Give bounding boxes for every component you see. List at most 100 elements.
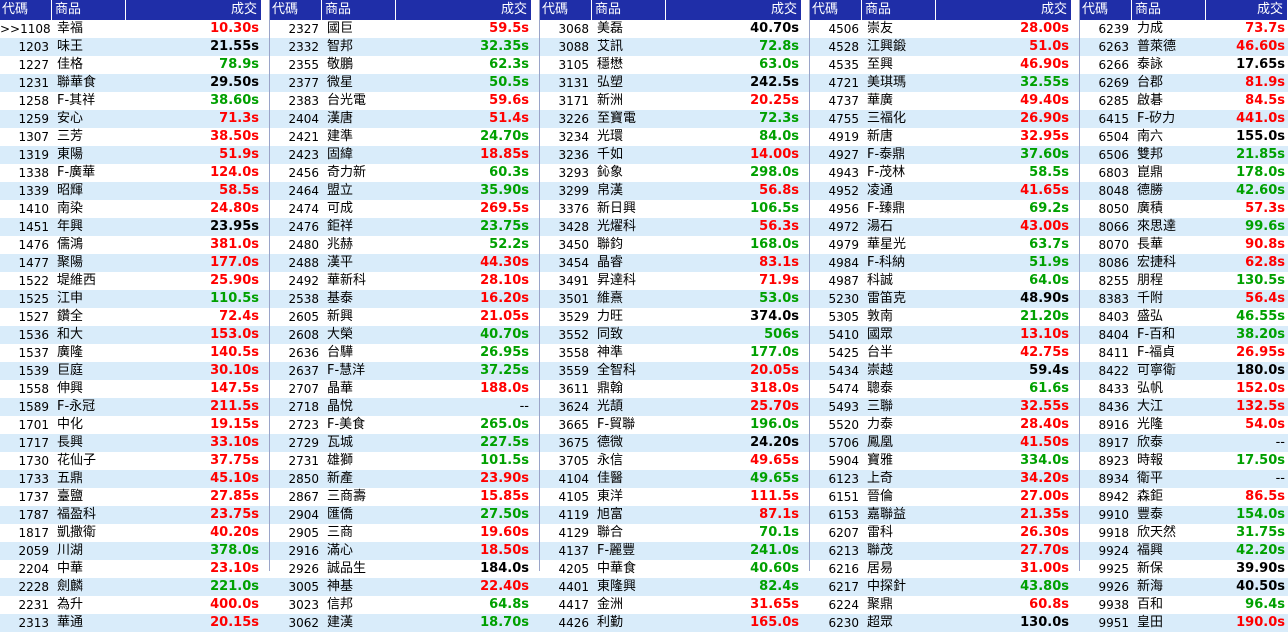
table-row[interactable]: 4119 旭富 87.1s (540, 506, 810, 524)
table-row[interactable]: 2421 建準 24.70s (270, 128, 540, 146)
table-row[interactable]: 2327 國巨 59.5s (270, 20, 540, 38)
table-row[interactable]: 2355 敬鵬 62.3s (270, 56, 540, 74)
table-row[interactable]: 8433 弘帆 152.0s (1080, 380, 1288, 398)
table-row[interactable]: 1817 凱撒衛 40.20s (0, 524, 270, 542)
table-row[interactable]: 3005 神基 22.40s (270, 578, 540, 596)
table-row[interactable]: 1701 中化 19.15s (0, 416, 270, 434)
table-row[interactable]: 2480 兆赫 52.2s (270, 236, 540, 254)
table-row[interactable]: 2926 誠品生 184.0s (270, 560, 540, 578)
table-row[interactable]: >>1108 幸福 10.30s (0, 20, 270, 38)
table-row[interactable]: 4401 東隆興 82.4s (540, 578, 810, 596)
table-row[interactable]: 3450 聯鈞 168.0s (540, 236, 810, 254)
table-row[interactable]: 3299 帛漢 56.8s (540, 182, 810, 200)
table-row[interactable]: 1717 長興 33.10s (0, 434, 270, 452)
table-row[interactable]: 2605 新興 21.05s (270, 308, 540, 326)
table-row[interactable]: 6239 力成 73.7s (1080, 20, 1288, 38)
table-row[interactable]: 4417 金洲 31.65s (540, 596, 810, 614)
table-row[interactable]: 8066 來思達 99.6s (1080, 218, 1288, 236)
table-row[interactable]: 4919 新唐 32.95s (810, 128, 1080, 146)
table-row[interactable]: 1525 江申 110.5s (0, 290, 270, 308)
table-row[interactable]: 5410 國眾 13.10s (810, 326, 1080, 344)
table-row[interactable]: 4987 科誠 64.0s (810, 272, 1080, 290)
table-row[interactable]: 6216 居易 31.00s (810, 560, 1080, 578)
table-row[interactable]: 1258 F-其祥 38.60s (0, 92, 270, 110)
table-row[interactable]: 2423 固緯 18.85s (270, 146, 540, 164)
table-row[interactable]: 4972 湯石 43.00s (810, 218, 1080, 236)
table-row[interactable]: 4506 崇友 28.00s (810, 20, 1080, 38)
table-row[interactable]: 3559 全智科 20.05s (540, 362, 810, 380)
table-row[interactable]: 1730 花仙子 37.75s (0, 452, 270, 470)
table-row[interactable]: 8411 F-福貞 26.95s (1080, 344, 1288, 362)
header-price[interactable]: 成交 (126, 0, 262, 20)
table-row[interactable]: 2723 F-美食 265.0s (270, 416, 540, 434)
table-row[interactable]: 4956 F-臻鼎 69.2s (810, 200, 1080, 218)
table-row[interactable]: 3665 F-貿聯 196.0s (540, 416, 810, 434)
header-price[interactable]: 成交 (396, 0, 532, 20)
table-row[interactable]: 3068 美磊 40.70s (540, 20, 810, 38)
header-name[interactable]: 商品 (52, 0, 126, 20)
table-row[interactable]: 2228 劍麟 221.0s (0, 578, 270, 596)
table-row[interactable]: 8383 千附 56.4s (1080, 290, 1288, 308)
table-row[interactable]: 8403 盛弘 46.55s (1080, 308, 1288, 326)
table-row[interactable]: 6153 嘉聯益 21.35s (810, 506, 1080, 524)
table-row[interactable]: 9926 新海 40.50s (1080, 578, 1288, 596)
table-row[interactable]: 8923 時報 17.50s (1080, 452, 1288, 470)
table-row[interactable]: 3236 千如 14.00s (540, 146, 810, 164)
table-row[interactable]: 9951 皇田 190.0s (1080, 614, 1288, 632)
header-code[interactable]: 代碼 (540, 0, 592, 20)
table-row[interactable]: 4535 至興 46.90s (810, 56, 1080, 74)
table-row[interactable]: 2636 台驊 26.95s (270, 344, 540, 362)
table-row[interactable]: 6151 晉倫 27.00s (810, 488, 1080, 506)
table-row[interactable]: 6269 台郡 81.9s (1080, 74, 1288, 92)
table-row[interactable]: 6123 上奇 34.20s (810, 470, 1080, 488)
table-row[interactable]: 3131 弘塑 242.5s (540, 74, 810, 92)
table-row[interactable]: 2377 微星 50.5s (270, 74, 540, 92)
table-row[interactable]: 1537 廣隆 140.5s (0, 344, 270, 362)
table-row[interactable]: 9918 欣天然 31.75s (1080, 524, 1288, 542)
table-row[interactable]: 1410 南染 24.80s (0, 200, 270, 218)
table-row[interactable]: 4952 凌通 41.65s (810, 182, 1080, 200)
table-row[interactable]: 6224 聚鼎 60.8s (810, 596, 1080, 614)
table-row[interactable]: 6803 崑鼎 178.0s (1080, 164, 1288, 182)
table-row[interactable]: 6266 泰詠 17.65s (1080, 56, 1288, 74)
table-row[interactable]: 9910 豐泰 154.0s (1080, 506, 1288, 524)
table-row[interactable]: 1476 儒鴻 381.0s (0, 236, 270, 254)
table-row[interactable]: 2492 華新科 28.10s (270, 272, 540, 290)
header-price[interactable]: 成交 (1206, 0, 1288, 20)
table-row[interactable]: 3105 穩懋 63.0s (540, 56, 810, 74)
table-row[interactable]: 2729 瓦城 227.5s (270, 434, 540, 452)
header-code[interactable]: 代碼 (1080, 0, 1132, 20)
table-row[interactable]: 9925 新保 39.90s (1080, 560, 1288, 578)
table-row[interactable]: 3293 鈊象 298.0s (540, 164, 810, 182)
table-row[interactable]: 9938 百和 96.4s (1080, 596, 1288, 614)
table-row[interactable]: 1203 味王 21.55s (0, 38, 270, 56)
table-row[interactable]: 6207 雷科 26.30s (810, 524, 1080, 542)
table-row[interactable]: 2456 奇力新 60.3s (270, 164, 540, 182)
table-row[interactable]: 4205 中華食 40.60s (540, 560, 810, 578)
table-row[interactable]: 1522 堤維西 25.90s (0, 272, 270, 290)
table-row[interactable]: 1558 伸興 147.5s (0, 380, 270, 398)
table-row[interactable]: 4737 華廣 49.40s (810, 92, 1080, 110)
table-row[interactable]: 4927 F-泰鼎 37.60s (810, 146, 1080, 164)
table-row[interactable]: 3023 信邦 64.8s (270, 596, 540, 614)
table-row[interactable]: 3491 昇達科 71.9s (540, 272, 810, 290)
table-row[interactable]: 3705 永信 49.65s (540, 452, 810, 470)
table-row[interactable]: 5493 三聯 32.55s (810, 398, 1080, 416)
table-row[interactable]: 8070 長華 90.8s (1080, 236, 1288, 254)
table-row[interactable]: 1536 和大 153.0s (0, 326, 270, 344)
table-row[interactable]: 5904 寶雅 334.0s (810, 452, 1080, 470)
table-row[interactable]: 2313 華通 20.15s (0, 614, 270, 632)
table-row[interactable]: 3376 新日興 106.5s (540, 200, 810, 218)
table-row[interactable]: 5425 台半 42.75s (810, 344, 1080, 362)
table-row[interactable]: 6263 普萊德 46.60s (1080, 38, 1288, 56)
table-row[interactable]: 8086 宏捷科 62.8s (1080, 254, 1288, 272)
table-row[interactable]: 3428 光燿科 56.3s (540, 218, 810, 236)
table-row[interactable]: 2850 新產 23.90s (270, 470, 540, 488)
table-row[interactable]: 1527 鑽全 72.4s (0, 308, 270, 326)
table-row[interactable]: 6415 F-矽力 441.0s (1080, 110, 1288, 128)
table-row[interactable]: 1259 安心 71.3s (0, 110, 270, 128)
table-row[interactable]: 2916 滿心 18.50s (270, 542, 540, 560)
table-row[interactable]: 1787 福盈科 23.75s (0, 506, 270, 524)
table-row[interactable]: 2404 漢唐 51.4s (270, 110, 540, 128)
table-row[interactable]: 8436 大江 132.5s (1080, 398, 1288, 416)
